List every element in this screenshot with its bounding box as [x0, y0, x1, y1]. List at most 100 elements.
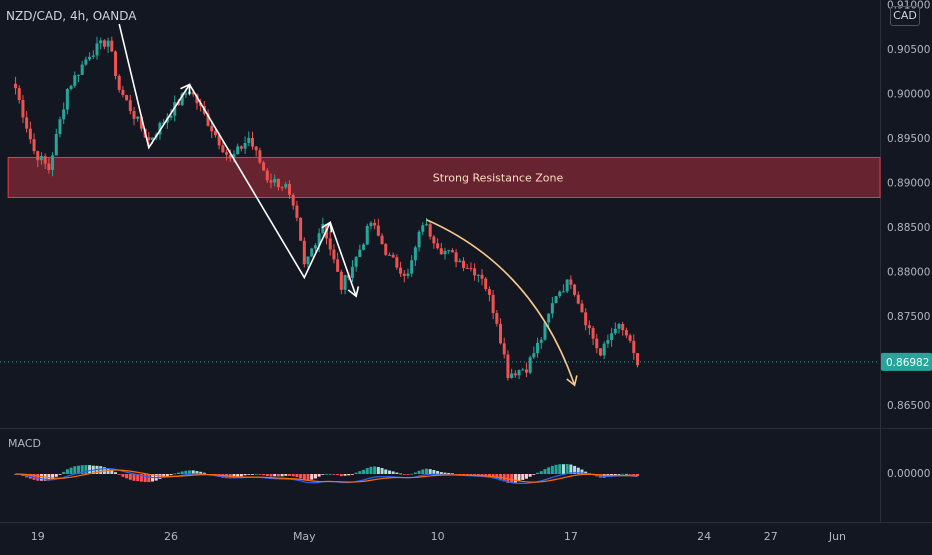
macd-histogram-bar	[299, 474, 303, 479]
candle-body	[384, 244, 388, 255]
macd-histogram-bar	[117, 474, 121, 475]
candle-body	[88, 56, 92, 60]
candle-body	[447, 250, 451, 252]
candle-body	[236, 146, 240, 155]
candle-body	[295, 205, 299, 218]
candle-body	[387, 254, 391, 256]
macd-histogram-bar	[447, 472, 451, 474]
candle-body	[598, 348, 602, 356]
candle-body	[310, 248, 314, 257]
candle-body	[73, 75, 77, 86]
macd-histogram-bar	[247, 474, 251, 475]
x-tick-label: 27	[764, 530, 778, 543]
macd-histogram-bar	[443, 472, 447, 474]
candle-body	[84, 59, 88, 65]
macd-histogram-bar	[188, 470, 192, 474]
candle-body	[521, 369, 525, 371]
candle-body	[269, 180, 273, 183]
macd-histogram-bar	[517, 474, 521, 482]
macd-histogram-bar	[114, 472, 118, 474]
macd-histogram-bar	[328, 473, 332, 475]
macd-histogram-bar	[180, 471, 184, 474]
y-tick-label: 0.88000	[887, 266, 930, 278]
candle-body	[76, 74, 80, 76]
candle-body	[114, 51, 118, 76]
candle-body	[443, 251, 447, 255]
curve-projection-arrow	[426, 218, 576, 386]
macd-histogram-bar	[347, 474, 351, 476]
macd-label[interactable]: MACD	[8, 437, 41, 450]
candle-body	[458, 260, 462, 263]
candle-body	[391, 254, 395, 258]
candle-body	[317, 233, 321, 246]
candle-body	[476, 274, 480, 276]
candle-body	[410, 260, 414, 274]
y-tick-label: 0.90000	[887, 88, 930, 100]
macd-histogram-bar	[76, 465, 80, 474]
candle-body	[139, 116, 143, 129]
currency-badge[interactable]: CAD	[890, 6, 920, 26]
y-tick-label: 0.86500	[887, 400, 930, 412]
macd-histogram-bar	[576, 467, 580, 474]
candle-body	[125, 95, 129, 101]
x-tick-label: 17	[564, 530, 578, 543]
macd-histogram-bar	[302, 474, 306, 481]
macd-histogram-bar	[617, 474, 621, 475]
candle-body	[210, 125, 214, 132]
candle-body	[332, 249, 336, 260]
macd-histogram-bar	[199, 471, 203, 474]
macd-histogram-bar	[510, 474, 514, 483]
candle-body	[454, 252, 458, 263]
macd-histogram-bar	[176, 472, 180, 474]
macd-histogram-bar	[480, 474, 484, 476]
candle-body	[213, 131, 217, 136]
macd-histogram-bar	[354, 472, 358, 474]
candle-body	[539, 339, 543, 343]
candle-body	[358, 249, 362, 258]
candle-body	[373, 222, 377, 226]
macd-histogram-bar	[136, 474, 140, 482]
y-tick-label: 0.90500	[887, 44, 930, 56]
macd-histogram-bar	[399, 473, 403, 475]
candle-body	[550, 303, 554, 314]
candle-body	[47, 163, 51, 170]
candle-body	[132, 111, 136, 119]
macd-histogram-bar	[536, 472, 540, 474]
candle-body	[288, 183, 292, 195]
x-tick-label: 10	[431, 530, 445, 543]
candle-body	[17, 88, 21, 101]
macd-histogram-bar	[132, 474, 136, 481]
candle-body	[502, 343, 506, 355]
macd-histogram-bar	[413, 472, 417, 474]
macd-zero-tick: 0.00000	[887, 468, 930, 480]
candle-body	[276, 178, 280, 188]
candle-body	[65, 88, 69, 110]
candle-body	[632, 340, 636, 354]
current-price-label: 0.86982	[886, 357, 929, 369]
macd-histogram-bar	[128, 474, 132, 480]
candle-body	[39, 156, 43, 161]
macd-histogram-bar	[561, 464, 565, 474]
candle-body	[584, 312, 588, 326]
macd-histogram-bar	[51, 474, 55, 480]
candle-body	[465, 267, 469, 269]
macd-histogram-bar	[487, 474, 491, 477]
macd-histogram-bar	[139, 474, 143, 482]
macd-histogram-bar	[236, 474, 240, 477]
candle-body	[91, 55, 95, 57]
candle-body	[395, 257, 399, 268]
candle-body	[547, 313, 551, 323]
macd-histogram-bar	[313, 474, 317, 479]
macd-histogram-bar	[384, 469, 388, 474]
macd-histogram-bar	[450, 473, 454, 475]
macd-histogram-bar	[173, 473, 177, 475]
macd-histogram-bar	[532, 474, 536, 475]
candle-body	[558, 291, 562, 297]
macd-histogram-bar	[262, 474, 266, 476]
macd-histogram-bar	[258, 474, 262, 475]
candle-body	[495, 313, 499, 324]
candle-body	[302, 240, 306, 265]
candle-body	[524, 369, 528, 373]
